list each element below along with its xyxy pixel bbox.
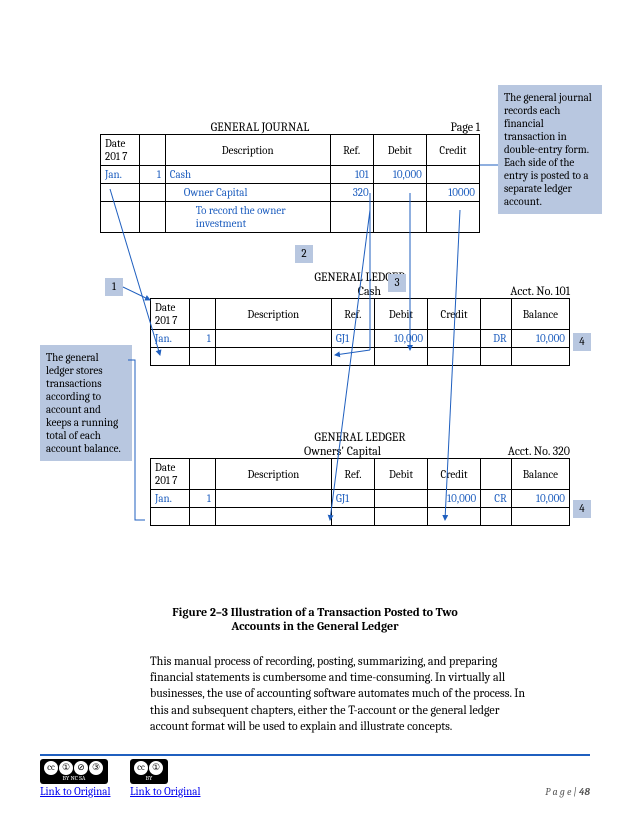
lc-col-debit: Debit xyxy=(374,299,427,330)
ledger-cash-title: GENERAL LEDGER xyxy=(150,270,570,284)
lc-r1-month: Jan. xyxy=(151,330,190,348)
body-paragraph: This manual process of recording, postin… xyxy=(150,653,540,734)
lc-col-balance: Balance xyxy=(511,299,569,330)
lcap-col-ref: Ref. xyxy=(331,459,374,490)
lc-r1-ref: GJ1 xyxy=(331,330,374,348)
marker-3: 3 xyxy=(388,274,406,292)
marker-2: 2 xyxy=(295,245,313,263)
lcap-r1-drcr: CR xyxy=(481,490,512,508)
journal-r2-credit: 10000 xyxy=(426,184,479,202)
ledger-cash-table: Date 201 7 Description Ref. Debit Credit… xyxy=(150,298,570,366)
lcap-r1-balance: 10,000 xyxy=(511,490,569,508)
lcap-r1-debit xyxy=(375,490,428,508)
col-date: Date 201 7 xyxy=(101,135,140,166)
ledger-capital-acct: Acct. No. 320 xyxy=(401,444,570,458)
marker-1: 1 xyxy=(105,278,123,296)
callout-right: The general journal records each financi… xyxy=(498,85,602,214)
ledger-cash-subtitle: Cash xyxy=(150,284,401,298)
callout-left: The general ledger stores transactions a… xyxy=(40,345,132,461)
journal-r3-desc: To record the owner investment xyxy=(165,202,330,233)
journal-r2-desc: Owner Capital xyxy=(165,184,330,202)
col-desc: Description xyxy=(165,135,330,166)
lcap-r1-ref: GJ1 xyxy=(331,490,374,508)
lcap-r1-credit: 10,000 xyxy=(427,490,480,508)
lc-r1-balance: 10,000 xyxy=(511,330,569,348)
page-number: P a g e | 48 xyxy=(545,786,590,798)
ledger-capital-subtitle: Owners' Capital xyxy=(150,444,401,458)
footer-rule xyxy=(40,754,590,756)
cc-badge-2: cc① BY xyxy=(130,759,168,784)
col-credit: Credit xyxy=(426,135,479,166)
ledger-capital-title: GENERAL LEDGER xyxy=(150,430,570,444)
journal-r1-day: 1 xyxy=(139,166,165,184)
link-original-1[interactable]: Link to Original xyxy=(40,785,110,798)
journal-r2-debit xyxy=(373,184,426,202)
ledger-cash-acct: Acct. No. 101 xyxy=(401,284,570,298)
lcap-col-date: Date 201 7 xyxy=(151,459,190,490)
lc-r1-day: 1 xyxy=(189,330,215,348)
lcap-col-balance: Balance xyxy=(511,459,569,490)
journal-r1-ref: 101 xyxy=(330,166,373,184)
col-ref: Ref. xyxy=(330,135,373,166)
journal-r1-month: Jan. xyxy=(101,166,140,184)
figure-caption: Figure 2–3 Illustration of a Transaction… xyxy=(60,605,570,633)
col-debit: Debit xyxy=(373,135,426,166)
journal-r1-credit xyxy=(426,166,479,184)
journal-r1-desc: Cash xyxy=(165,166,330,184)
lc-r1-credit xyxy=(428,330,481,348)
lc-r1-drcr: DR xyxy=(481,330,512,348)
cc-badge-1: cc①⊘③ BY NC SA xyxy=(40,759,108,784)
journal-page: Page 1 xyxy=(420,120,480,134)
lcap-r1-day: 1 xyxy=(189,490,215,508)
lc-r1-debit: 10,000 xyxy=(374,330,427,348)
lc-col-date: Date 201 7 xyxy=(151,299,190,330)
lcap-r1-month: Jan. xyxy=(151,490,190,508)
lc-col-credit: Credit xyxy=(428,299,481,330)
ledger-capital-table: Date 201 7 Description Ref. Debit Credit… xyxy=(150,458,570,526)
journal-table: Date 201 7 Description Ref. Debit Credit… xyxy=(100,134,480,233)
lcap-col-credit: Credit xyxy=(427,459,480,490)
journal-r1-debit: 10,000 xyxy=(373,166,426,184)
link-original-2[interactable]: Link to Original xyxy=(130,785,200,798)
marker-4b: 4 xyxy=(573,500,591,518)
journal-title: GENERAL JOURNAL xyxy=(100,120,420,134)
lcap-col-desc: Description xyxy=(215,459,331,490)
lc-col-ref: Ref. xyxy=(331,299,374,330)
journal-r2-ref: 320 xyxy=(330,184,373,202)
lc-col-desc: Description xyxy=(215,299,331,330)
marker-4a: 4 xyxy=(573,333,591,351)
lcap-col-debit: Debit xyxy=(375,459,428,490)
